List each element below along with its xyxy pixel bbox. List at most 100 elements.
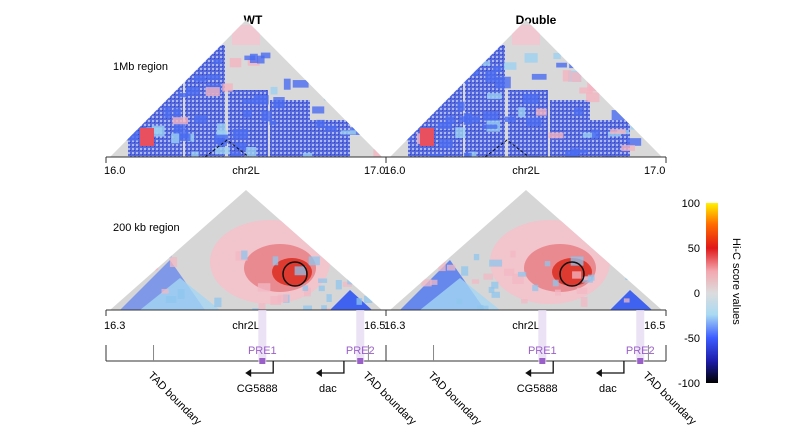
heatmap-cell <box>635 109 649 117</box>
heatmap-cell <box>489 259 503 267</box>
heatmap-cell <box>412 94 425 106</box>
x-axis-end-label: 17.0 <box>364 165 385 177</box>
heatmap-cell <box>390 83 405 96</box>
heatmap-cell <box>482 61 491 66</box>
heatmap-cell <box>235 142 247 150</box>
heatmap-cell <box>510 250 516 258</box>
heatmap-cell <box>138 98 145 106</box>
heatmap-cell <box>172 117 189 125</box>
heatmap-cell <box>463 152 472 157</box>
heatmap-cell <box>658 294 662 303</box>
heatmap-cell <box>446 264 456 271</box>
heatmap-cell <box>252 308 260 310</box>
heatmap-cell <box>154 50 162 58</box>
heatmap-cell <box>185 86 200 95</box>
heatmap-cell <box>625 275 634 280</box>
heatmap-cell <box>608 131 621 137</box>
heatmap-region-blue-right <box>330 290 372 310</box>
heatmap-cell <box>503 62 517 70</box>
heatmap-cell <box>350 100 363 108</box>
heatmap-cell <box>165 296 177 304</box>
element-marker <box>259 358 266 364</box>
heatmap-cell <box>134 82 147 95</box>
heatmap-cell <box>115 107 131 113</box>
heatmap-cell <box>483 273 494 280</box>
heatmap-cell <box>352 121 366 130</box>
inset-region-outline <box>204 139 250 158</box>
heatmap-cell <box>433 64 447 69</box>
heatmap-cell <box>216 130 228 138</box>
heatmap-cell <box>312 64 326 75</box>
gene-label-dac: dac <box>599 383 617 395</box>
heatmap-cell <box>273 97 285 109</box>
heatmap-cell <box>325 250 337 258</box>
heatmap-cell <box>178 133 191 142</box>
heatmap-cell <box>661 51 662 61</box>
heatmap-cell <box>232 129 249 139</box>
heatmap-cell <box>110 278 119 287</box>
heatmap-cell <box>258 303 266 310</box>
heatmap-cell <box>145 260 158 271</box>
heatmap-cell <box>364 295 373 304</box>
heatmap-cell <box>303 305 313 310</box>
heatmap-cell <box>430 101 442 107</box>
heatmap-cell <box>459 116 467 122</box>
element-band <box>636 310 645 362</box>
heatmap-cells <box>110 190 382 310</box>
heatmap-cell <box>217 123 226 136</box>
heatmap-cell <box>398 263 411 268</box>
heatmap-cell <box>468 116 480 123</box>
heatmap-cell <box>308 256 320 266</box>
heatmap-cell <box>256 55 265 64</box>
heatmap-cell <box>366 59 374 65</box>
heatmap-cell <box>272 256 279 266</box>
heatmap-cell <box>161 288 169 294</box>
heatmap-cell <box>142 261 150 266</box>
heatmap-cell <box>456 298 463 305</box>
element-band <box>258 310 267 362</box>
heatmap-cell <box>580 296 588 307</box>
heatmap-cell <box>469 151 477 157</box>
heatmap-cell <box>340 130 356 135</box>
heatmap-cell <box>528 155 540 157</box>
heatmap-cell <box>393 63 406 74</box>
element-label-pre1: PRE1 <box>528 345 557 357</box>
heatmap-cell <box>409 73 421 78</box>
heatmap-cell <box>623 298 630 303</box>
heatmap-cell <box>302 285 309 291</box>
heatmap-cell <box>476 304 484 310</box>
heatmap-cell <box>338 98 347 105</box>
heatmap-cell <box>517 271 527 277</box>
heatmap-cell <box>463 113 472 125</box>
element-label-pre2: PRE2 <box>626 345 655 357</box>
heatmap-cell <box>573 108 583 116</box>
inset-region-outline <box>484 139 530 158</box>
heatmap-cell <box>504 116 516 122</box>
heatmap-cell <box>433 60 444 69</box>
heatmap-cell <box>576 287 588 294</box>
heatmap-cell <box>457 101 465 111</box>
heatmap-cell <box>379 98 382 107</box>
heatmap-cell <box>488 286 495 293</box>
x-axis-start-label: 16.3 <box>104 320 125 332</box>
heatmap-cell <box>437 122 452 129</box>
heatmap-cell <box>169 257 178 268</box>
heatmap-cell <box>283 78 291 90</box>
gene-arrow-cg5888 <box>529 361 554 374</box>
heatmap-cell <box>430 279 438 285</box>
tad-boundary-label: TAD boundary <box>360 370 418 428</box>
heatmap-cell <box>292 80 309 88</box>
heatmap-block-blue <box>550 100 590 157</box>
heatmap-cell <box>531 73 547 80</box>
x-axis-mid-label: chr2L <box>232 320 260 332</box>
heatmap-cell <box>438 261 446 272</box>
heatmap-cell <box>616 260 624 270</box>
heatmap-cell <box>583 276 592 281</box>
heatmap-cell <box>245 146 257 157</box>
heatmap-cell <box>222 83 233 92</box>
heatmap-cell <box>452 74 468 84</box>
x-axis-start-label: 16.0 <box>104 165 125 177</box>
heatmap-cells <box>390 190 662 310</box>
heatmap-cell <box>435 65 444 74</box>
heatmap-cell <box>214 297 222 308</box>
